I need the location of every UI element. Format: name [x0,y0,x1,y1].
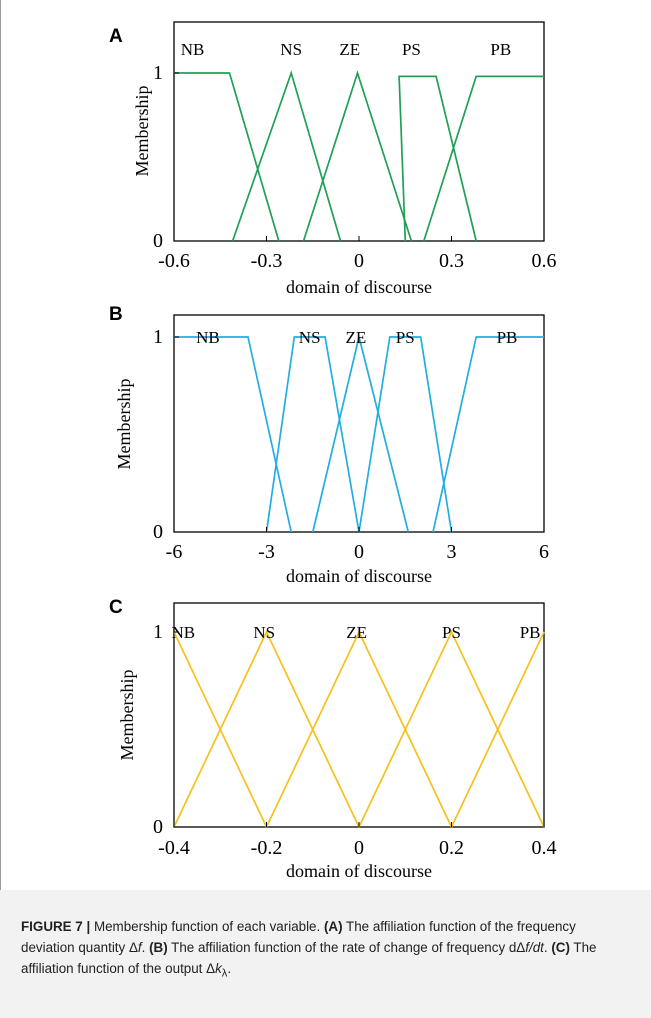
x-tick-label-a-1: -0.6 [158,250,190,272]
x-tick-label-c-1: -0.4 [158,837,190,859]
set-label-c-ns: NS [253,623,275,642]
membership-line-a-4 [398,75,478,242]
set-label-a-nb: NB [181,40,205,59]
membership-line-c-5 [450,631,545,828]
set-label-c-ps: PS [442,623,461,642]
y-axis-label-b: Membership [114,379,134,470]
x-tick-label-a-2: -0.3 [251,250,283,272]
caption-text-c: The affiliation function of the output Δ [21,940,597,976]
membership-line-b-1 [174,336,293,533]
x-axis-label-a: domain of discourse [286,277,432,297]
y-tick-label-c-2: 1 [153,621,163,643]
x-axis-label-b: domain of discourse [286,566,432,586]
y-tick-label-a-2: 1 [153,62,163,84]
set-label-c-nb: NB [171,623,195,642]
membership-line-c-2 [173,630,360,828]
caption-var-c: k [215,961,222,976]
x-tick-label-c-5: 0.4 [532,837,557,859]
y-tick-label-c-1: 0 [153,816,163,838]
set-label-b-ze: ZE [346,328,367,347]
figure-caption: FIGURE 7 | Membership function of each v… [0,890,651,1018]
membership-function-figure: A -0.6 -0.3 0 0.3 0.6 0 1 NB NS ZE PS PB Membership… [109,21,557,881]
x-tick-label-c-2: -0.2 [251,837,283,859]
set-label-b-ps: PS [396,328,415,347]
set-label-a-ps: PS [402,40,421,59]
panel-a: A -0.6 -0.3 0 0.3 0.6 0 1 NB NS ZE PS PB Membership… [109,21,557,297]
x-tick-label-b-3: 0 [354,541,364,563]
set-label-b-pb: PB [497,328,518,347]
x-tick-label-b-1: -6 [166,541,183,563]
x-tick-label-b-2: -3 [258,541,275,563]
caption-end: . [227,961,232,976]
x-tick-label-a-5: 0.6 [532,250,557,272]
x-tick-label-c-3: 0 [354,837,364,859]
membership-line-c-4 [358,630,545,828]
caption-text-b: The affiliation function of the rate of … [167,940,526,955]
panel-label-b: B [109,304,123,325]
panel-label-c: C [109,597,123,618]
x-tick-label-c-4: 0.2 [439,837,464,859]
caption-ref-b: (B) [149,940,168,955]
caption-ref-c: (C) [551,940,570,955]
caption-intro: Membership function of each variable. [90,919,324,934]
plot-area-b: -6 -3 0 3 6 0 1 NB NS ZE PS PB [153,326,549,563]
set-label-a-ns: NS [280,40,302,59]
caption-var-a: f [137,940,142,955]
membership-line-a-2 [231,70,342,242]
set-label-c-pb: PB [520,623,541,642]
set-label-a-ze: ZE [339,40,360,59]
y-tick-label-b-2: 1 [153,326,163,348]
x-tick-label-a-4: 0.3 [439,250,464,272]
membership-line-a-3 [302,70,413,242]
x-axis-label-c: domain of discourse [286,861,432,881]
set-label-b-ns: NS [299,328,321,347]
y-tick-label-b-1: 0 [153,521,163,543]
set-label-a-pb: PB [490,40,511,59]
plot-area-a: -0.6 -0.3 0 0.3 0.6 0 1 NB NS ZE PS PB [153,40,557,272]
caption-period-b: . [543,940,552,955]
x-tick-label-a-3: 0 [354,250,364,272]
caption-sub-c: λ [221,967,228,980]
caption-var-b: f/dt [525,940,544,955]
membership-line-b-4 [358,336,453,533]
set-label-b-nb: NB [196,328,220,347]
caption-figure-label: FIGURE 7 | [21,919,91,934]
caption-text-a: The affiliation function of the frequenc… [21,919,576,955]
x-tick-label-b-5: 6 [539,541,549,563]
caption-period-a: . [141,940,150,955]
left-border-line [0,0,1,1018]
panel-b: B -6 -3 0 3 6 0 1 NB NS ZE PS PB Membership domain … [109,304,549,586]
panel-c: C -0.4 -0.2 0 0.2 0.4 0 1 NB NS ZE PS PB Membership… [109,597,557,881]
x-tick-label-b-4: 3 [447,541,457,563]
y-axis-label-a: Membership [132,86,152,177]
plot-area-c: -0.4 -0.2 0 0.2 0.4 0 1 NB NS ZE PS PB [153,621,557,859]
y-tick-label-a-1: 0 [153,230,163,252]
panel-label-a: A [109,26,123,47]
membership-line-b-2 [265,336,360,533]
caption-ref-a: (A) [323,919,343,934]
membership-line-c-3 [265,630,453,828]
set-label-c-ze: ZE [346,623,367,642]
axes-frame-b [173,314,545,533]
y-axis-label-c: Membership [117,670,137,761]
membership-line-a-5 [422,75,544,242]
membership-line-a-1 [174,72,280,242]
membership-line-b-3 [311,336,410,533]
membership-line-b-5 [432,336,544,533]
